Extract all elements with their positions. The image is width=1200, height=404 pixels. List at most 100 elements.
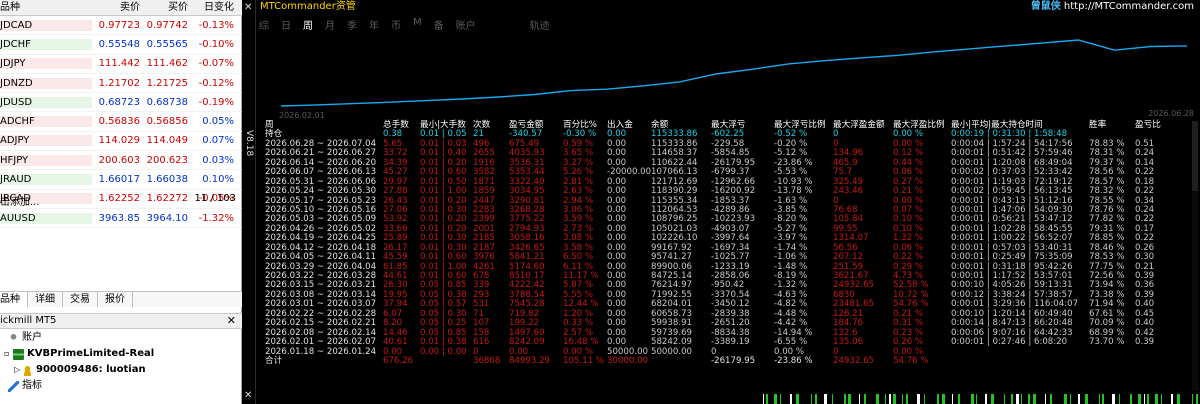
market-watch-row[interactable]: ADCHF 0.56836 0.56856 0.05% xyxy=(0,112,242,132)
table-row[interactable]: 2026.01.18 ~ 2026.01.24 0.00 0.00 | 0.00 0 0… xyxy=(265,346,1200,357)
table-row[interactable]: 2026.03.22 ~ 2026.03.28 44.61 0.01 | 0.60 6… xyxy=(265,271,1200,281)
cell-col-11: 54.76 % xyxy=(893,355,929,366)
table-row[interactable]: 2026.04.19 ~ 2026.04.25 25.89 0.01 | 0.30 2… xyxy=(265,233,1200,243)
table-row[interactable]: 2026.03.08 ~ 2026.03.14 19.95 0.05 | 0.38 2… xyxy=(265,290,1200,300)
cell-col-13: 72.56 % xyxy=(1089,271,1125,281)
cell-col-2: 0.01 | 0.30 xyxy=(420,204,467,215)
add-symbol-link[interactable]: 击添加... xyxy=(0,197,40,208)
table-row[interactable]: 2026.04.12 ~ 2026.04.18 26.17 0.01 | 0.30 2… xyxy=(265,243,1200,253)
table-row[interactable]: 2026.03.15 ~ 2026.03.21 26.30 0.05 | 0.85 3… xyxy=(265,280,1200,291)
table-row[interactable]: 2026.05.24 ~ 2026.05.30 27.88 0.01 | 1.00 1… xyxy=(265,186,1200,197)
market-watch-row[interactable]: AUUSD 3963.85 3964.10 -1.32% xyxy=(0,209,242,229)
cell-col-0: 2026.06.07 ~ 2026.06.13 xyxy=(265,167,377,178)
cell-col-14: 0.40 xyxy=(1135,299,1155,310)
nav-account-user[interactable]: ▷ 900009486: luotian xyxy=(0,362,242,378)
tab-period[interactable]: 综 xyxy=(259,21,269,32)
table-row[interactable]: 2026.04.26 ~ 2026.05.02 33.66 0.01 | 0.20 2… xyxy=(265,223,1200,234)
tab-ticks[interactable]: 报价 xyxy=(98,292,133,307)
table-row[interactable]: 2026.02.22 ~ 2026.02.28 6.07 0.05 | 0.30 71… xyxy=(265,308,1200,319)
header-change[interactable]: 日变化 xyxy=(204,2,234,13)
tab-period[interactable]: 币 xyxy=(391,21,401,32)
table-row[interactable]: 2026.02.01 ~ 2026.02.07 40.61 0.01 | 0.38 6… xyxy=(265,337,1200,347)
tab-period[interactable]: 月 xyxy=(325,21,335,32)
table-row[interactable]: 2026.05.03 ~ 2026.05.09 53.92 0.01 | 0.20 2… xyxy=(265,214,1200,225)
market-watch-tabs: 品种 详细 交易 报价 xyxy=(0,291,242,307)
close-icon[interactable]: ✕ xyxy=(244,2,253,13)
nav-indicators[interactable]: 指标 xyxy=(0,378,242,394)
market-watch-row[interactable]: JRCAD 1.62252 1.62272 -0.05% xyxy=(0,190,242,209)
market-watch-row[interactable]: JRAUD 1.66017 1.66038 0.10% xyxy=(0,170,242,190)
close-icon[interactable]: ✕ xyxy=(226,314,236,327)
daily-change: -0.12% xyxy=(198,77,234,89)
market-watch-row[interactable]: ADJPY 114.029 114.049 0.07% xyxy=(0,132,242,152)
volume-bar xyxy=(1045,394,1046,404)
cell-col-12: 0:00:01 | 1:47:06 | 54:09:30 xyxy=(951,204,1073,215)
header-symbol[interactable]: 品种 xyxy=(0,2,20,13)
header-bid[interactable]: 卖价 xyxy=(120,2,140,13)
cell-col-8: -16200.92 xyxy=(711,186,756,197)
cell-col-7: 118390.29 xyxy=(651,186,698,197)
scrollbar[interactable] xyxy=(1191,121,1199,391)
table-row[interactable]: 2026.06.07 ~ 2026.06.13 45.27 0.01 | 0.60 3… xyxy=(265,167,1200,178)
nav-accounts[interactable]: 账户 xyxy=(0,330,242,346)
cell-col-3: 107 xyxy=(473,318,490,329)
cell-col-3: 71 xyxy=(473,308,484,319)
table-row[interactable]: 2026.04.05 ~ 2026.04.11 45.59 0.01 | 0.60 3… xyxy=(265,252,1200,262)
table-row[interactable]: 2026.05.31 ~ 2026.06.06 29.97 0.01 | 0.50 1… xyxy=(265,177,1200,187)
brand-url[interactable]: http://MTCommander.com xyxy=(1063,1,1194,12)
cell-col-7: 84725.14 xyxy=(651,271,693,281)
cell-col-12: 0:00:04 | 1:57:24 | 54:17:56 xyxy=(951,138,1073,149)
chevron-right-icon[interactable]: ▷ xyxy=(14,365,21,374)
table-row[interactable]: 2026.03.01 ~ 2026.03.07 37.94 0.05 | 0.57 5… xyxy=(265,299,1200,310)
tab-period[interactable]: 轨迹 xyxy=(529,21,550,32)
cell-col-5: 2.63 % xyxy=(563,186,594,197)
total-row: 合计 676.26 36868 84993.29 105.11 % 30000.00 -26… xyxy=(265,355,1200,366)
header-ask[interactable]: 买价 xyxy=(168,2,188,13)
market-watch-row[interactable]: JDNZD 1.21702 1.21725 -0.12% xyxy=(0,74,242,94)
volume-bar xyxy=(1050,394,1052,404)
tab-period[interactable]: 日 xyxy=(281,21,291,32)
cell-col-5: 5.87 % xyxy=(563,280,594,291)
table-row[interactable]: 2026.05.10 ~ 2026.05.16 27.06 0.01 | 0.30 2… xyxy=(265,204,1200,215)
expand-icon[interactable]: ▫ xyxy=(4,349,10,358)
tab-period[interactable]: 备 xyxy=(433,21,444,32)
tab-period[interactable]: 季 xyxy=(347,21,357,32)
market-watch-row[interactable]: JDCAD 0.97723 0.97742 -0.13% xyxy=(0,16,242,36)
cell-col-6: 0.00 xyxy=(607,157,627,168)
volume-bar xyxy=(1171,394,1173,404)
close-icon[interactable]: ✕ xyxy=(244,390,253,401)
table-row[interactable]: 2026.02.08 ~ 2026.02.14 14.46 0.05 | 0.85 1… xyxy=(265,328,1200,338)
table-row[interactable]: 2026.02.15 ~ 2026.02.21 8.20 0.05 | 0.25 10… xyxy=(265,318,1200,329)
table-row[interactable]: 2026.06.21 ~ 2026.06.27 33.72 0.01 | 0.40 2… xyxy=(265,148,1200,158)
table-row[interactable]: 2026.06.28 ~ 2026.07.04 5.65 0.01 | 0.03 49… xyxy=(265,138,1200,149)
volume-bar xyxy=(1099,394,1100,404)
cell-col-0: 2026.04.26 ~ 2026.05.02 xyxy=(265,223,377,234)
table-row[interactable]: 2026.06.14 ~ 2026.06.20 34.39 0.01 | 0.20 1… xyxy=(265,157,1200,168)
symbol-name: JDUSD xyxy=(0,96,92,108)
volume-bar xyxy=(876,394,879,404)
table-row[interactable]: 2026.05.17 ~ 2026.05.23 26.43 0.01 | 0.20 2… xyxy=(265,196,1200,206)
market-watch-row[interactable]: JDCHF 0.55548 0.55565 -0.10% xyxy=(0,35,242,55)
cell-col-6: 0.00 xyxy=(607,138,627,149)
cell-col-3: 0 xyxy=(473,346,479,357)
tab-period[interactable]: 年 xyxy=(369,21,379,32)
market-watch-row[interactable]: JDJPY 111.442 111.462 -0.07% xyxy=(0,55,242,74)
market-watch-row[interactable]: HFJPY 200.603 200.623 0.03% xyxy=(0,151,242,171)
cell-col-6: 0.00 xyxy=(607,214,627,225)
tab-period[interactable]: M xyxy=(413,17,422,28)
cell-col-5: 11.17 % xyxy=(563,271,599,281)
cell-col-11: 0.31 % xyxy=(893,318,924,329)
tab-period[interactable]: 账户 xyxy=(455,21,476,32)
cell-col-12: 0:00:01 | 0:31:18 | 95:42:26 xyxy=(951,261,1073,272)
cell-col-2: 0.01 | 0.60 xyxy=(420,271,467,281)
cell-col-13: 79.31 % xyxy=(1089,223,1125,234)
tab-trading[interactable]: 交易 xyxy=(63,292,98,307)
tab-symbols[interactable]: 品种 xyxy=(0,292,28,307)
brand[interactable]: 曾鼠侠 http://MTCommander.com xyxy=(1031,0,1200,14)
nav-server[interactable]: ▫ KVBPrimeLimited-Real xyxy=(0,346,242,362)
table-row[interactable]: 2026.03.29 ~ 2026.04.04 61.85 0.01 | 1.00 4… xyxy=(265,261,1200,272)
tab-details[interactable]: 详细 xyxy=(28,292,63,307)
market-watch-row[interactable]: JDUSD 0.68723 0.68738 -0.19% xyxy=(0,93,242,113)
ask-price: 0.68738 xyxy=(146,96,188,108)
tab-period[interactable]: 周 xyxy=(303,21,313,32)
